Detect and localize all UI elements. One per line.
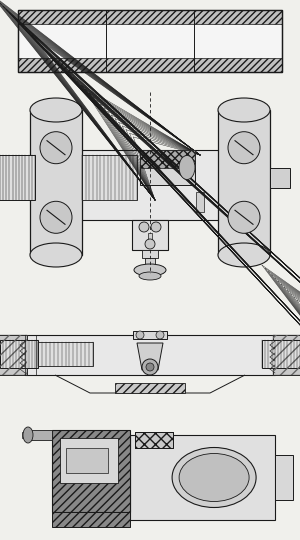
Polygon shape [137, 343, 163, 370]
Ellipse shape [40, 132, 72, 164]
Bar [18, 10, 282, 72]
Bar [25, 335, 275, 375]
Bar [133, 331, 167, 339]
Bar [18, 58, 282, 72]
Bar [38, 342, 93, 366]
Bar [142, 250, 158, 258]
Bar [196, 192, 204, 212]
Ellipse shape [139, 272, 161, 280]
Bar [0, 340, 38, 368]
Ellipse shape [156, 331, 164, 339]
Ellipse shape [151, 222, 161, 232]
Bar [148, 233, 152, 243]
Ellipse shape [23, 427, 33, 443]
Ellipse shape [134, 264, 166, 276]
Bar [112, 455, 130, 500]
Ellipse shape [142, 359, 158, 375]
Bar [273, 335, 300, 375]
Bar [0, 335, 27, 375]
Bar [70, 150, 240, 220]
Bar [275, 455, 293, 500]
Bar [82, 155, 137, 200]
Bar [140, 150, 195, 167]
Bar [66, 448, 108, 472]
Ellipse shape [139, 222, 149, 232]
Bar [52, 512, 130, 527]
Ellipse shape [172, 448, 256, 508]
Ellipse shape [146, 363, 154, 371]
Bar [145, 258, 155, 270]
Bar [218, 110, 270, 255]
Ellipse shape [218, 98, 270, 122]
Bar [130, 435, 275, 520]
Bar [115, 383, 185, 393]
Ellipse shape [40, 201, 72, 233]
Ellipse shape [30, 98, 82, 122]
Ellipse shape [228, 201, 260, 233]
Bar [273, 335, 300, 375]
Bar [0, 335, 27, 375]
Bar [60, 438, 118, 483]
Ellipse shape [30, 243, 82, 267]
Ellipse shape [179, 156, 195, 179]
Bar [262, 340, 300, 368]
Bar [30, 110, 82, 255]
Bar [30, 430, 52, 440]
Ellipse shape [136, 331, 144, 339]
Ellipse shape [218, 243, 270, 267]
Bar [0, 155, 35, 200]
Bar [270, 168, 290, 188]
Bar [18, 10, 282, 72]
Ellipse shape [179, 454, 249, 502]
Ellipse shape [145, 239, 155, 249]
Bar [135, 432, 173, 448]
Ellipse shape [228, 132, 260, 164]
Bar [132, 220, 168, 250]
Bar [22, 432, 30, 438]
Bar [18, 10, 282, 24]
Bar [135, 432, 173, 448]
Bar [140, 150, 195, 185]
Bar [52, 430, 130, 512]
